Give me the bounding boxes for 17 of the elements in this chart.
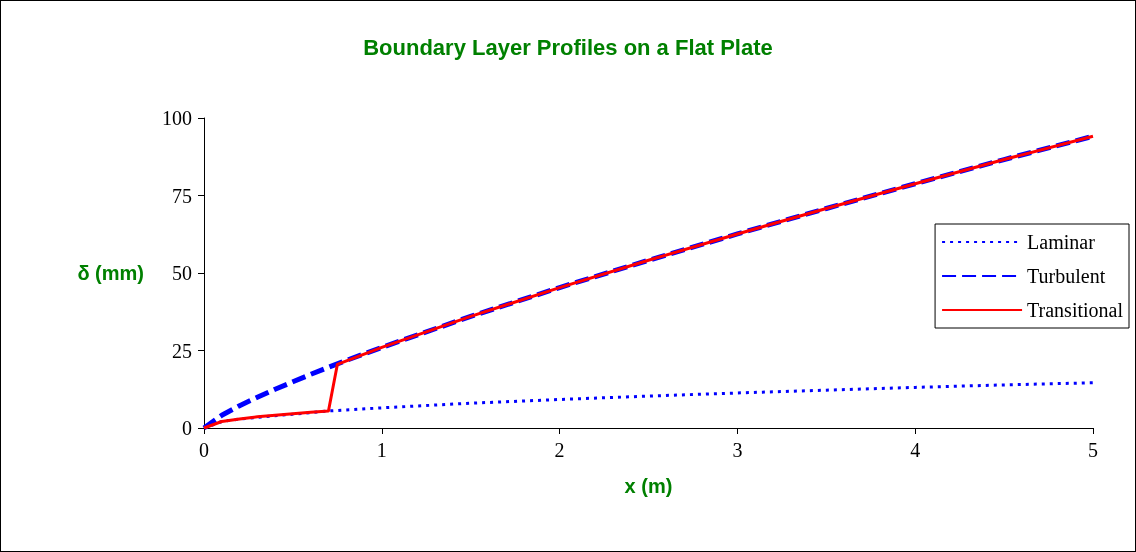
y-tick-label: 75 — [172, 184, 192, 207]
legend-label: Transitional — [1027, 299, 1124, 321]
chart-title: Boundary Layer Profiles on a Flat Plate — [363, 34, 773, 60]
x-axis-title: x (m) — [624, 475, 673, 497]
legend-label: Laminar — [1027, 231, 1096, 253]
y-tick-label: 100 — [162, 107, 192, 129]
legend-label: Turbulent — [1027, 265, 1106, 287]
x-tick-label: 4 — [910, 439, 921, 461]
x-tick-label: 5 — [1088, 439, 1098, 461]
x-tick-label: 2 — [554, 439, 565, 461]
x-tick-label: 1 — [376, 439, 387, 461]
y-tick-label: 50 — [172, 262, 192, 284]
x-tick-label: 0 — [199, 439, 209, 461]
y-tick-label: 25 — [172, 339, 192, 362]
y-tick-label: 0 — [182, 417, 192, 439]
y-axis-title: δ (mm) — [77, 262, 144, 284]
x-tick-label: 3 — [732, 439, 743, 461]
